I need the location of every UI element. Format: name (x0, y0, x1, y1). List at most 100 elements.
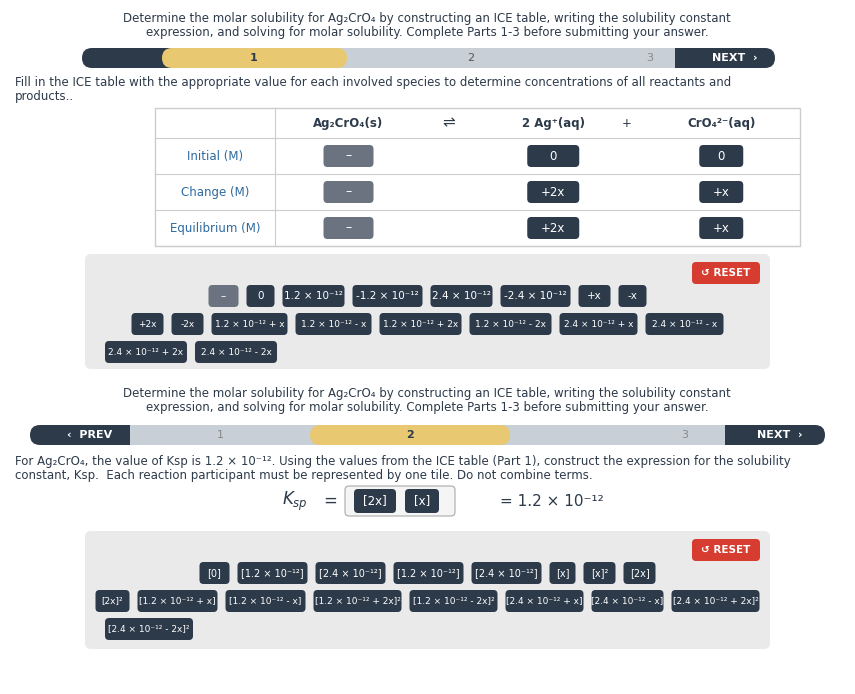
Text: 1.2 × 10⁻¹² - 2x: 1.2 × 10⁻¹² - 2x (475, 319, 546, 328)
Text: 3: 3 (681, 430, 688, 440)
FancyBboxPatch shape (528, 217, 579, 239)
FancyBboxPatch shape (195, 341, 277, 363)
FancyBboxPatch shape (528, 145, 579, 167)
FancyBboxPatch shape (30, 425, 825, 445)
Text: –: – (221, 291, 226, 301)
FancyBboxPatch shape (692, 262, 760, 284)
FancyBboxPatch shape (550, 562, 575, 584)
FancyBboxPatch shape (345, 486, 455, 516)
Text: 1.2 × 10⁻¹² + 2x: 1.2 × 10⁻¹² + 2x (383, 319, 458, 328)
FancyBboxPatch shape (469, 313, 551, 335)
Text: 0: 0 (550, 149, 557, 162)
FancyBboxPatch shape (528, 181, 579, 203)
Text: =: = (323, 492, 337, 510)
Text: +2x: +2x (541, 185, 565, 198)
FancyBboxPatch shape (238, 562, 308, 584)
Text: [2x]²: [2x]² (102, 597, 123, 605)
Text: Ag₂CrO₄(s): Ag₂CrO₄(s) (314, 117, 384, 130)
Text: [2.4 × 10⁻¹² - 2x]²: [2.4 × 10⁻¹² - 2x]² (109, 625, 190, 634)
FancyBboxPatch shape (226, 590, 305, 612)
Text: Initial (M): Initial (M) (187, 149, 243, 162)
FancyBboxPatch shape (579, 285, 610, 307)
FancyBboxPatch shape (405, 489, 439, 513)
FancyBboxPatch shape (471, 562, 541, 584)
Text: –: – (345, 149, 351, 162)
FancyBboxPatch shape (431, 285, 492, 307)
Text: 2: 2 (406, 430, 414, 440)
Text: [2.4 × 10⁻¹² - x]: [2.4 × 10⁻¹² - x] (592, 597, 663, 605)
Text: 1: 1 (216, 430, 223, 440)
FancyBboxPatch shape (82, 48, 775, 68)
Text: [x]: [x] (414, 495, 430, 507)
FancyBboxPatch shape (410, 590, 498, 612)
Text: 0: 0 (257, 291, 263, 301)
Text: For Ag₂CrO₄, the value of Ksp is 1.2 × 10⁻¹². Using the values from the ICE tabl: For Ag₂CrO₄, the value of Ksp is 1.2 × 1… (15, 455, 791, 468)
Text: Fill in the ICE table with the appropriate value for each involved species to de: Fill in the ICE table with the appropria… (15, 76, 731, 89)
FancyBboxPatch shape (105, 618, 193, 640)
Text: [x]²: [x]² (591, 568, 608, 578)
FancyBboxPatch shape (130, 425, 725, 445)
Text: 2.4 × 10⁻¹² + x: 2.4 × 10⁻¹² + x (563, 319, 634, 328)
Text: $\mathit{K}_{sp}$: $\mathit{K}_{sp}$ (282, 489, 308, 513)
Text: 1.2 × 10⁻¹²: 1.2 × 10⁻¹² (284, 291, 343, 301)
FancyBboxPatch shape (296, 313, 372, 335)
Text: +x: +x (587, 291, 602, 301)
Text: ↺ RESET: ↺ RESET (701, 545, 751, 555)
FancyBboxPatch shape (282, 285, 345, 307)
FancyBboxPatch shape (96, 590, 129, 612)
FancyBboxPatch shape (505, 590, 583, 612)
Text: 1: 1 (251, 53, 258, 63)
Bar (155, 108, 800, 246)
FancyBboxPatch shape (172, 313, 203, 335)
Text: 0: 0 (717, 149, 725, 162)
Text: +2x: +2x (541, 221, 565, 235)
FancyBboxPatch shape (352, 285, 422, 307)
FancyBboxPatch shape (699, 181, 743, 203)
FancyBboxPatch shape (162, 48, 347, 68)
Text: Determine the molar solubility for Ag₂CrO₄ by constructing an ICE table, writing: Determine the molar solubility for Ag₂Cr… (123, 12, 731, 25)
FancyBboxPatch shape (132, 313, 163, 335)
Text: 2.4 × 10⁻¹² + 2x: 2.4 × 10⁻¹² + 2x (109, 348, 184, 357)
Text: expression, and solving for molar solubility. Complete Parts 1-3 before submitti: expression, and solving for molar solubi… (145, 401, 708, 414)
FancyBboxPatch shape (323, 217, 374, 239)
FancyBboxPatch shape (393, 562, 463, 584)
Text: [0]: [0] (208, 568, 221, 578)
Text: [2.4 × 10⁻¹²]: [2.4 × 10⁻¹²] (475, 568, 538, 578)
Text: ‹  PREV: ‹ PREV (68, 430, 113, 440)
FancyBboxPatch shape (138, 590, 217, 612)
FancyBboxPatch shape (105, 341, 187, 363)
Text: -x: -x (628, 291, 638, 301)
Text: [x]: [x] (556, 568, 569, 578)
FancyBboxPatch shape (199, 562, 229, 584)
FancyBboxPatch shape (267, 48, 675, 68)
FancyBboxPatch shape (380, 313, 462, 335)
FancyBboxPatch shape (592, 590, 663, 612)
Text: +x: +x (713, 185, 729, 198)
FancyBboxPatch shape (623, 562, 656, 584)
Text: 3: 3 (646, 53, 653, 63)
FancyBboxPatch shape (211, 313, 287, 335)
Text: 2.4 × 10⁻¹² - 2x: 2.4 × 10⁻¹² - 2x (201, 348, 271, 357)
FancyBboxPatch shape (692, 539, 760, 561)
Text: [1.2 × 10⁻¹² - 2x]²: [1.2 × 10⁻¹² - 2x]² (413, 597, 494, 605)
FancyBboxPatch shape (310, 425, 510, 445)
Text: ⇌: ⇌ (442, 115, 455, 130)
Text: NEXT  ›: NEXT › (712, 53, 758, 63)
Text: NEXT  ›: NEXT › (758, 430, 803, 440)
Text: [2x]: [2x] (363, 495, 386, 507)
Text: 2.4 × 10⁻¹² - x: 2.4 × 10⁻¹² - x (652, 319, 717, 328)
Text: –: – (345, 185, 351, 198)
FancyBboxPatch shape (500, 285, 570, 307)
Text: [1.2 × 10⁻¹²]: [1.2 × 10⁻¹²] (241, 568, 304, 578)
FancyBboxPatch shape (315, 562, 386, 584)
Text: 2: 2 (468, 53, 475, 63)
Text: [1.2 × 10⁻¹² - x]: [1.2 × 10⁻¹² - x] (229, 597, 302, 605)
FancyBboxPatch shape (699, 217, 743, 239)
Text: [1.2 × 10⁻¹² + x]: [1.2 × 10⁻¹² + x] (139, 597, 215, 605)
Text: [2.4 × 10⁻¹² + x]: [2.4 × 10⁻¹² + x] (506, 597, 583, 605)
Text: products..: products.. (15, 90, 74, 103)
FancyBboxPatch shape (671, 590, 759, 612)
FancyBboxPatch shape (559, 313, 638, 335)
FancyBboxPatch shape (354, 489, 396, 513)
FancyBboxPatch shape (209, 285, 239, 307)
